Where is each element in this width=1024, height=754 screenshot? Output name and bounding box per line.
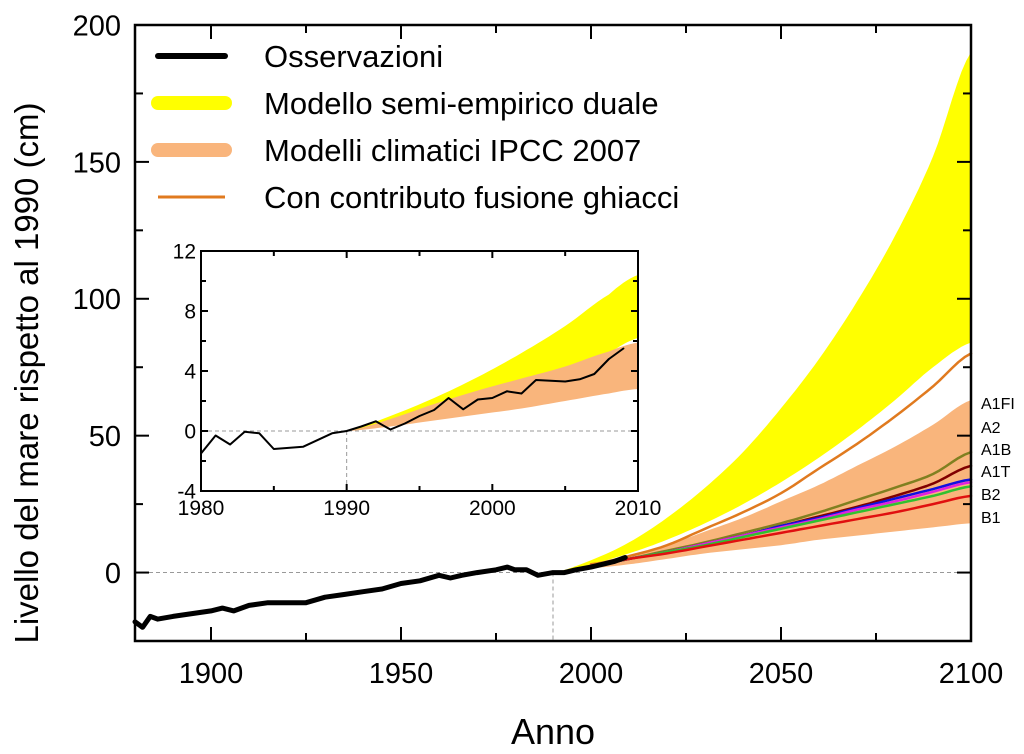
x-tick-label: 2010	[615, 497, 662, 520]
x-tick-label: 2000	[469, 497, 516, 520]
inset-reference-lines	[201, 430, 638, 491]
scenario-label-b2: B2	[981, 487, 1001, 504]
scenario-labels: A1FI A2 A1B A1T B2 B1	[981, 396, 1015, 527]
x-tick-label: 1950	[369, 658, 434, 690]
x-tick-label: 1980	[178, 497, 225, 520]
scenario-label-a2: A2	[981, 420, 1001, 437]
scenario-label-a1b: A1B	[981, 442, 1011, 459]
main-axis-ticks: 1900 1950 2000 2050 2100 0 50 100 150 200	[73, 10, 1004, 690]
inset-bands	[346, 275, 638, 431]
legend-label: Modelli climatici IPCC 2007	[264, 133, 641, 168]
legend-label: Con contributo fusione ghiacci	[264, 180, 679, 215]
main-plot-area: 1900 1950 2000 2050 2100 0 50 100 150 200	[73, 10, 1004, 690]
y-tick-label: 150	[73, 147, 121, 179]
band-modelli-climatici-ipcc-2007	[553, 400, 971, 573]
main-reference-lines	[135, 572, 971, 641]
band-modello-semi-empirico-duale	[346, 275, 638, 431]
x-tick-label: 2050	[749, 658, 814, 690]
x-tick-label: 1990	[323, 497, 370, 520]
y-tick-label: 50	[89, 421, 121, 453]
y-tick-label: 200	[73, 10, 121, 42]
main-series	[132, 352, 973, 630]
x-axis-label: Anno	[511, 711, 595, 752]
legend: Osservazioni Modello semi-empirico duale M…	[151, 39, 679, 215]
y-tick-label: -4	[177, 481, 196, 504]
y-tick-label: 0	[105, 558, 121, 590]
y-tick-label: 100	[73, 284, 121, 316]
band-modello-semi-empirico-duale	[553, 52, 971, 573]
y-tick-label: 12	[173, 241, 196, 264]
y-tick-label: 8	[184, 301, 196, 324]
inset-series	[200, 347, 625, 455]
main-bands	[553, 52, 971, 573]
scenario-label-b1: B1	[981, 510, 1001, 527]
inset-axis-ticks: 1980 1990 2000 2010 -4 0 4 8 12	[173, 241, 662, 520]
scenario-label-a1t: A1T	[981, 464, 1011, 481]
series-con-contributo-fusione-ghiacci	[589, 352, 973, 566]
legend-label: Osservazioni	[264, 39, 443, 74]
x-tick-label: 2100	[939, 658, 1004, 690]
x-tick-label: 2000	[559, 658, 624, 690]
y-axis-label: Livello del mare rispetto al 1990 (cm)	[8, 102, 45, 643]
inset-plot-area: 1980 1990 2000 2010 -4 0 4 8 12	[173, 241, 662, 520]
x-tick-label: 1900	[179, 658, 244, 690]
series-osservazioni	[132, 555, 628, 630]
y-tick-label: 4	[184, 361, 196, 384]
scenario-label-a1fi: A1FI	[981, 396, 1015, 413]
y-tick-label: 0	[184, 421, 196, 444]
legend-label: Modello semi-empirico duale	[264, 86, 659, 121]
main-plot-frame	[133, 23, 973, 643]
series-b1	[589, 494, 973, 567]
series-osservazioni	[200, 347, 625, 455]
band-modelli-climatici-ipcc-2007	[346, 342, 638, 431]
